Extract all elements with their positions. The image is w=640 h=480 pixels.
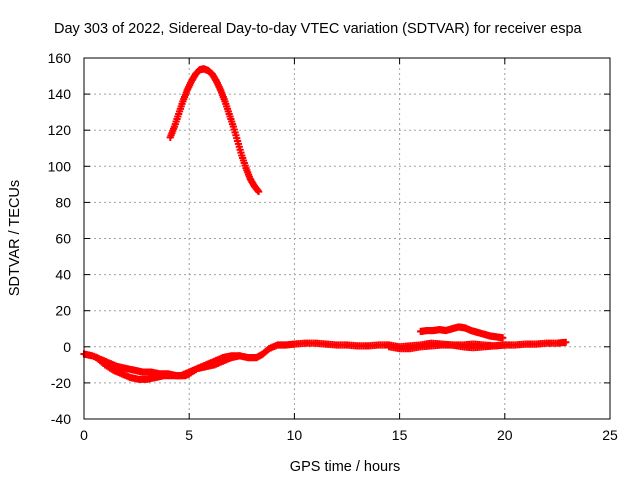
y-tick-label: 0 — [63, 339, 71, 355]
y-tick-label: 60 — [55, 231, 71, 247]
x-tick-label: 25 — [602, 427, 618, 443]
chart-title: Day 303 of 2022, Sidereal Day-to-day VTE… — [54, 21, 583, 37]
y-tick-label: 160 — [48, 50, 72, 66]
data-points — [80, 65, 570, 383]
data-point — [255, 187, 263, 196]
x-tick-label: 15 — [392, 427, 408, 443]
x-axis-label: GPS time / hours — [290, 459, 400, 475]
y-tick-label: 140 — [48, 86, 72, 102]
series-arc-mid — [417, 323, 507, 342]
series-arc-high — [166, 65, 263, 196]
data-point — [499, 334, 507, 342]
y-tick-label: 80 — [55, 194, 71, 210]
y-axis-label: SDTVAR / TECUs — [7, 180, 23, 296]
axis-tick-labels: 0 5 10 15 20 25 -40 -20 0 20 40 60 80 100 120 140 160 — [48, 50, 618, 443]
x-tick-label: 20 — [497, 427, 513, 443]
y-tick-label: 40 — [55, 267, 71, 283]
y-tick-label: 100 — [48, 158, 72, 174]
y-tick-label: -20 — [51, 375, 71, 391]
series-arc-low-b — [93, 352, 244, 383]
x-tick-label: 5 — [185, 427, 193, 443]
x-tick-label: 10 — [287, 427, 303, 443]
axis-ticks — [83, 57, 611, 420]
y-tick-label: 120 — [48, 122, 72, 138]
data-point — [562, 338, 570, 346]
series-arc-low-c — [385, 338, 570, 353]
y-tick-label: -40 — [51, 411, 71, 427]
x-tick-label: 0 — [80, 427, 88, 443]
y-tick-label: 20 — [55, 303, 71, 319]
grid-lines — [84, 58, 610, 419]
data-point — [236, 352, 244, 360]
